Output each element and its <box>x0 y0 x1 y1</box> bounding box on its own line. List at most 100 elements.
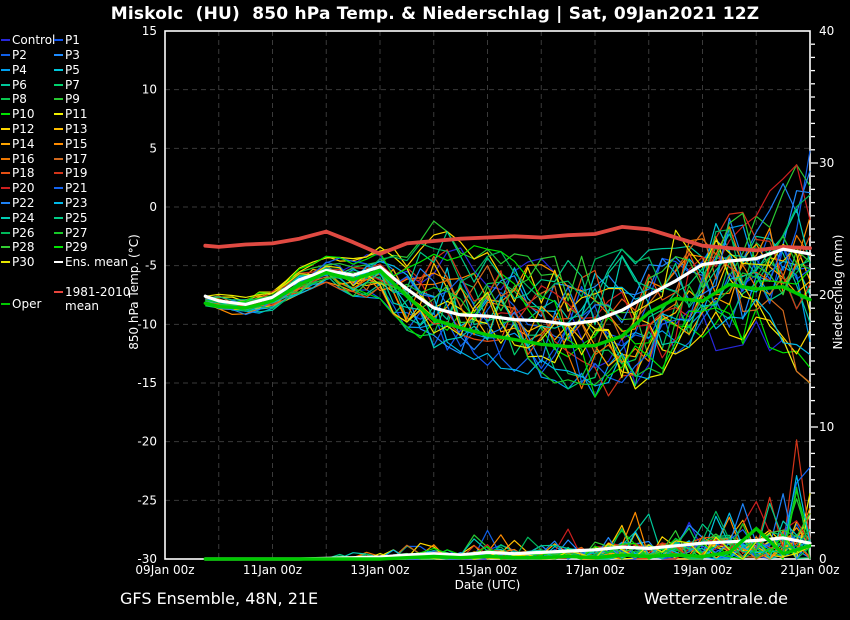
legend-label: P7 <box>65 77 80 92</box>
legend-item-p26: P26 <box>1 226 35 240</box>
legend-item-p11: P11 <box>54 107 88 121</box>
legend-color-swatch <box>1 83 10 86</box>
legend-item-p1: P1 <box>54 33 80 47</box>
legend-label: P23 <box>65 196 88 210</box>
member-temp-line-p30 <box>205 229 811 379</box>
legend-label: P25 <box>65 210 88 225</box>
legend-color-swatch <box>54 83 63 86</box>
legend-item-p18: P18 <box>1 166 35 180</box>
legend-label: P20 <box>12 181 35 196</box>
y-left-tick-label: -30 <box>137 552 157 566</box>
legend-item-control: Control <box>1 33 55 47</box>
legend-color-swatch <box>54 291 63 293</box>
legend-color-swatch <box>1 157 10 160</box>
x-tick-label: 17Jan 00z <box>565 563 624 577</box>
y-left-tick-label: -10 <box>137 317 157 331</box>
legend-color-swatch <box>54 39 63 42</box>
legend-color-swatch <box>54 142 63 145</box>
legend-label: P28 <box>12 240 35 255</box>
y-left-tick-label: 15 <box>142 24 157 38</box>
legend-label: P19 <box>65 166 88 181</box>
legend-item-ens-mean: Ens. mean <box>54 255 128 269</box>
legend-label: P11 <box>65 107 88 122</box>
legend-label: P29 <box>65 240 88 255</box>
ensemble-members <box>204 150 811 560</box>
legend-item-p17: P17 <box>54 152 88 166</box>
legend: Control P1 P2 P3 P4 P5 P6 P7 P8 P9 P10 P11 P12 P13 P14… <box>0 0 165 360</box>
x-tick-label: 15Jan 00z <box>458 563 517 577</box>
legend-item-p13: P13 <box>54 122 88 136</box>
y-right-tick-label: 30 <box>819 156 834 170</box>
legend-label: P26 <box>12 225 35 240</box>
member-temp-line-p29 <box>205 245 811 398</box>
x-tick-label: 09Jan 00z <box>135 563 194 577</box>
legend-color-swatch <box>54 231 63 234</box>
legend-item-p28: P28 <box>1 240 35 254</box>
y-right-tick-label: 40 <box>819 24 834 38</box>
legend-item-climate-mean: 1981-2010 mean <box>54 285 130 313</box>
legend-color-swatch <box>1 68 10 71</box>
legend-label: P8 <box>12 92 27 107</box>
chart-title: Miskolc (HU) 850 hPa Temp. & Niederschla… <box>110 4 760 24</box>
legend-label: P18 <box>12 166 35 181</box>
legend-label: P1 <box>65 33 80 48</box>
legend-label: P16 <box>12 151 35 166</box>
legend-color-swatch <box>1 113 10 116</box>
legend-color-swatch <box>1 216 10 219</box>
y-axis-left-label: 850 hPa Temp. (°C) <box>127 234 141 350</box>
legend-color-swatch <box>1 202 10 204</box>
climate-mean-line <box>203 224 812 256</box>
legend-color-swatch <box>1 142 10 145</box>
member-temp-line-p25 <box>205 231 811 326</box>
member-temp-line-p19 <box>205 211 811 397</box>
member-temp-line-p28 <box>205 212 811 324</box>
legend-color-swatch <box>1 54 10 56</box>
legend-label: P5 <box>65 62 80 77</box>
y-left-tick-label: -20 <box>137 435 157 449</box>
legend-label: P21 <box>65 181 88 196</box>
legend-color-swatch <box>54 202 63 204</box>
legend-color-swatch <box>54 246 63 249</box>
legend-label: P6 <box>12 77 27 92</box>
y-left-tick-label: 0 <box>149 200 157 214</box>
ensemble-mean-temp-line <box>203 247 812 326</box>
member-temp-line-p23 <box>205 260 811 387</box>
y-right-tick-label: 20 <box>819 288 834 302</box>
legend-label: P3 <box>65 48 80 62</box>
footer-model-info: GFS Ensemble, 48N, 21E <box>120 589 319 608</box>
legend-label: P17 <box>65 151 88 166</box>
x-tick-label: 13Jan 00z <box>350 563 409 577</box>
legend-item-p21: P21 <box>54 181 88 195</box>
y-axis-right-label: Niederschlag (mm) <box>831 234 845 350</box>
legend-label: Control <box>12 33 56 48</box>
member-precip-line-p22 <box>205 493 811 560</box>
y-left-tick-label: -5 <box>145 259 157 273</box>
legend-item-p10: P10 <box>1 107 35 121</box>
legend-color-swatch <box>54 98 63 101</box>
right-axis-ticks <box>811 43 818 547</box>
legend-item-p2: P2 <box>1 48 27 62</box>
legend-label: P2 <box>12 48 27 62</box>
x-tick-label: 19Jan 00z <box>673 563 732 577</box>
legend-item-p3: P3 <box>54 48 80 62</box>
legend-item-p23: P23 <box>54 196 88 210</box>
legend-label: P4 <box>12 62 27 77</box>
y-left-tick-label: -15 <box>137 376 157 390</box>
x-axis-label: Date (UTC) <box>454 578 521 592</box>
y-right-tick-label: 0 <box>819 552 827 566</box>
legend-item-p30: P30 <box>1 255 35 269</box>
legend-label: 1981-2010 mean <box>65 285 131 313</box>
y-right-tick-label: 10 <box>819 420 834 434</box>
legend-item-p7: P7 <box>54 78 80 92</box>
legend-item-p14: P14 <box>1 137 35 151</box>
oper-temp-line <box>203 268 812 349</box>
legend-label: P14 <box>12 136 35 151</box>
legend-label: P9 <box>65 92 80 107</box>
legend-color-swatch <box>1 246 10 249</box>
legend-color-swatch <box>54 68 63 71</box>
legend-item-p22: P22 <box>1 196 35 210</box>
legend-color-swatch <box>1 172 10 175</box>
legend-label: Oper <box>12 296 42 311</box>
legend-color-swatch <box>1 98 10 101</box>
